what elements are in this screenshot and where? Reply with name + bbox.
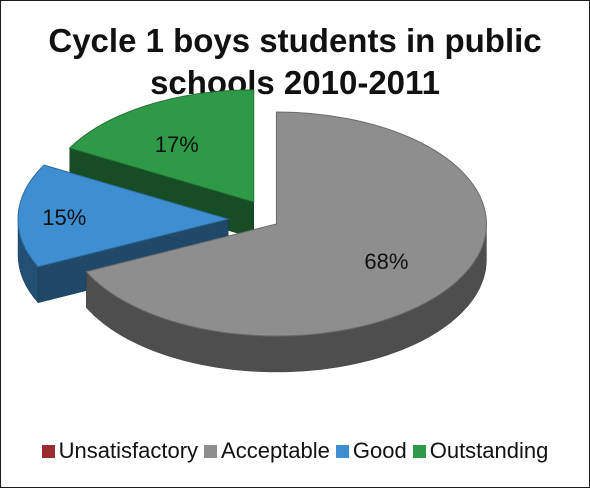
legend-label-outstanding: Outstanding [429,438,549,463]
pie-slice-good [17,164,230,268]
legend-swatch-outstanding [412,444,426,458]
pie-label-acceptable: 68% [364,249,408,274]
legend-swatch-acceptable [204,444,218,458]
chart-title: Cycle 1 boys students in public schools … [0,20,590,104]
chart-legend: Unsatisfactory Acceptable Good Outstandi… [0,436,590,466]
legend-item-unsatisfactory: Unsatisfactory [41,438,199,464]
pie-label-outstanding: 17% [155,132,199,157]
legend-item-good: Good [335,438,407,464]
legend-label-acceptable: Acceptable [221,438,330,463]
legend-item-acceptable: Acceptable [204,438,330,464]
legend-swatch-unsatisfactory [41,444,55,458]
legend-item-outstanding: Outstanding [412,438,549,464]
pie-label-good: 15% [42,205,86,230]
legend-swatch-good [335,444,349,458]
pie-chart: 68% 15% 17% [17,89,487,373]
chart-title-line-1: Cycle 1 boys students in public [48,22,542,59]
legend-label-unsatisfactory: Unsatisfactory [58,438,199,463]
legend-label-good: Good [352,438,407,463]
pie-slice-acceptable [85,111,487,337]
pie-slice-outstanding [68,89,255,203]
